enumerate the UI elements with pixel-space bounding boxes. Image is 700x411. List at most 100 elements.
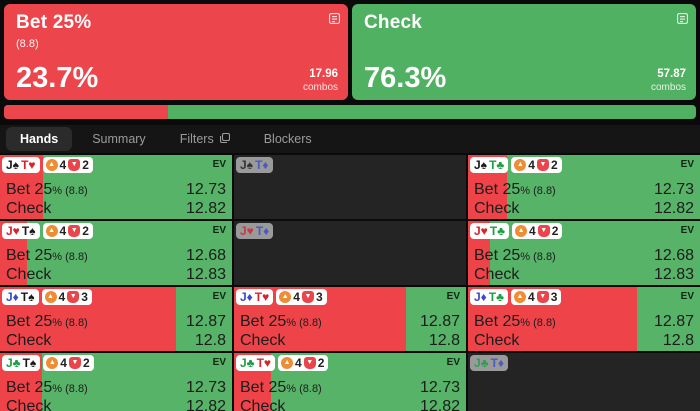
ev-column-header: EV [446,291,460,302]
range-matrix-icon[interactable] [328,11,341,29]
action-name: Check [240,332,286,349]
hand-cell[interactable]: J♥ T♣ ▲ 4 ▼ 2 EV Bet 25% (8.8) 12.68 Check 12.83 [468,221,700,285]
card-t-diamond: T♦ [255,158,269,172]
ev-column-header: EV [680,291,694,302]
hand-cell[interactable]: J♣ T♠ ▲ 4 ▼ 2 EV Bet 25% (8.8) 12.73 Check 12.82 [0,353,232,411]
action-name: Bet 25% (8.8) [240,379,322,396]
ev-column-header: EV [212,291,226,302]
shield-count: 3 [315,290,323,304]
card-t-spade: T♠ [22,356,37,370]
action-combos: 17.96 combos [303,68,338,93]
card-t-club: T♣ [489,158,505,172]
hand-badge: J♥ T♠ [2,223,40,239]
hand-badge: J♠ T♥ [2,157,40,173]
action-ev-row: Bet 25% (8.8) 12.87 [240,313,460,332]
hand-cell[interactable]: J♦ T♥ ▲ 4 ▼ 3 EV Bet 25% (8.8) 12.87 Check 12.8 [234,287,466,351]
hand-cell[interactable]: J♣ T♥ ▲ 4 ▼ 2 EV Bet 25% (8.8) 12.73 Check 12.82 [234,353,466,411]
card-j-heart: J♥ [6,224,20,238]
card-j-diamond: J♦ [6,290,19,304]
tab-filters[interactable]: Filters [166,127,244,151]
bet-frequency-bar-red [4,105,168,119]
hand-cell[interactable]: J♠ T♦ [234,155,466,219]
ev-value: 12.83 [653,266,694,283]
action-name: Check [474,266,520,283]
action-name: Check [6,266,52,283]
action-name: Bet 25% (8.8) [474,247,556,264]
action-name: Check [474,332,520,349]
suit-count-badge: ▲ 4 ▼ 2 [278,355,329,371]
hand-cell[interactable]: J♠ T♥ ▲ 4 ▼ 2 EV Bet 25% (8.8) 12.73 Check 12.82 [0,155,232,219]
ev-value: 12.73 [419,379,460,396]
shield-count: 2 [82,224,89,238]
tab-bar: Hands Summary Filters Blockers [0,125,700,153]
shield-count: 4 [59,224,67,238]
action-name: Check [474,200,520,217]
down-shield-icon: ▼ [303,357,316,369]
tab-label: Summary [92,132,146,146]
card-j-diamond: J♦ [474,290,487,304]
cell-header: J♠ T♣ ▲ 4 ▼ 2 EV [468,155,700,173]
action-suffix: % (8.8) [286,383,322,395]
hands-grid: J♠ T♥ ▲ 4 ▼ 2 EV Bet 25% (8.8) 12.73 Check 12.82 J♠… [0,155,700,411]
hand-badge: J♠ T♦ [236,157,273,173]
action-ev-row: Check 12.83 [6,266,226,284]
hand-cell[interactable]: J♦ T♠ ▲ 4 ▼ 3 EV Bet 25% (8.8) 12.87 Check 12.8 [0,287,232,351]
action-name: Bet 25% (8.8) [240,313,322,330]
down-shield-icon: ▼ [537,225,550,237]
ev-value: 12.87 [419,313,460,330]
card-j-heart: J♥ [240,224,254,238]
action-name: Bet 25% (8.8) [6,313,88,330]
ev-column-header: EV [212,225,226,236]
cell-header: J♣ T♥ ▲ 4 ▼ 2 EV [234,353,466,371]
action-name: Check [6,332,52,349]
hand-cell[interactable]: J♠ T♣ ▲ 4 ▼ 2 EV Bet 25% (8.8) 12.73 Check 12.82 [468,155,700,219]
ev-value: 12.82 [419,398,460,411]
action-label: Check [364,12,423,33]
action-ev-rows: Bet 25% (8.8) 12.68 Check 12.83 [474,247,694,284]
card-t-diamond: T♦ [255,224,270,238]
shield-count: 2 [82,158,89,172]
action-card-check[interactable]: Check 76.3% 57.87 combos [352,4,696,100]
cell-header: J♥ T♦ [234,221,466,239]
tab-hands[interactable]: Hands [6,127,73,151]
up-shield-icon: ▲ [279,291,292,303]
ev-value: 12.73 [653,181,694,198]
suit-count-badge: ▲ 4 ▼ 2 [42,157,93,173]
cell-header: J♠ T♦ [234,155,466,173]
hand-cell[interactable]: J♣ T♦ [468,353,700,411]
suit-count-badge: ▲ 4 ▼ 2 [511,157,562,173]
hand-cell[interactable]: J♥ T♠ ▲ 4 ▼ 2 EV Bet 25% (8.8) 12.68 Check 12.83 [0,221,232,285]
action-ev-row: Check 12.8 [474,332,694,350]
action-ev-row: Bet 25% (8.8) 12.68 [6,247,226,266]
action-ev-rows: Bet 25% (8.8) 12.87 Check 12.8 [240,313,460,350]
tab-summary[interactable]: Summary [78,127,159,151]
action-ev-row: Bet 25% (8.8) 12.68 [474,247,694,266]
card-j-spade: J♠ [240,158,254,172]
cell-header: J♣ T♠ ▲ 4 ▼ 2 EV [0,353,232,371]
card-t-diamond: T♦ [490,356,505,370]
action-suffix: % (8.8) [52,317,88,329]
card-j-heart: J♥ [474,224,488,238]
ev-column-header: EV [212,159,226,170]
hand-badge: J♦ T♥ [236,289,274,305]
ev-value: 12.82 [185,398,226,411]
hand-badge: J♣ T♦ [470,355,509,371]
tab-label: Filters [179,132,214,146]
action-name: Check [240,398,286,411]
hand-cell[interactable]: J♦ T♣ ▲ 4 ▼ 3 EV Bet 25% (8.8) 12.87 Check 12.8 [468,287,700,351]
range-matrix-icon[interactable] [676,11,689,29]
ev-value: 12.73 [185,379,226,396]
combos-label: combos [650,81,686,93]
down-shield-icon: ▼ [68,159,81,171]
shield-count: 2 [82,356,90,370]
action-frequency: 23.7% [16,62,99,94]
action-card-bet[interactable]: Bet 25% (8.8) 23.7% 17.96 combos [4,4,348,100]
tab-blockers[interactable]: Blockers [250,127,326,151]
hand-cell[interactable]: J♥ T♦ [234,221,466,285]
action-ev-row: Check 12.83 [474,266,694,284]
frequency-bar [4,105,696,119]
up-shield-icon: ▲ [46,357,59,369]
combos-label: combos [302,81,338,93]
ev-column-header: EV [680,225,694,236]
down-shield-icon: ▼ [68,357,81,369]
